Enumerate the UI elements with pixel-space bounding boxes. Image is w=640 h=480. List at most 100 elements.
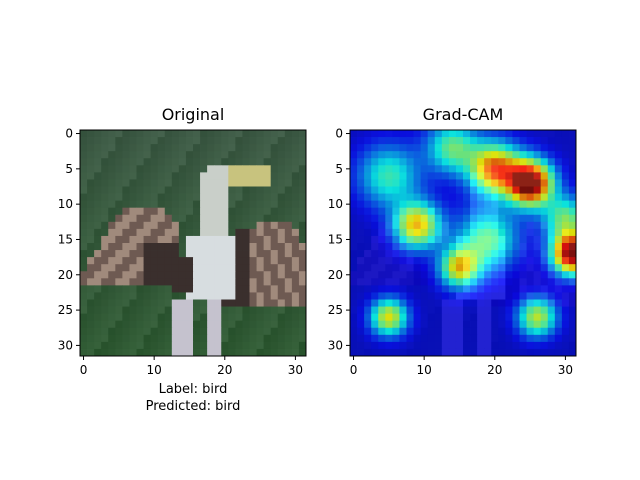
pixel [87,299,95,307]
pixel [150,264,159,272]
pixel [505,172,513,180]
pixel [378,313,386,322]
pixel [561,327,570,336]
pixel [136,151,144,159]
pixel [470,292,478,300]
pixel [122,193,130,202]
pixel [291,228,300,237]
pixel [242,348,250,357]
pixel [193,200,201,209]
pixel [448,327,457,336]
pixel [364,257,372,265]
pixel [484,151,492,159]
pixel [115,137,123,145]
pixel [115,158,123,166]
pixel [207,207,215,216]
pixel [136,221,144,230]
pixel [378,165,386,173]
pixel [533,250,542,258]
pixel [235,186,243,194]
pixel [448,313,457,322]
pixel [291,292,300,300]
pixel [263,348,272,357]
pixel [143,334,152,343]
pixel [463,151,471,159]
pixel [554,144,563,152]
pixel [512,158,520,166]
pixel [413,137,422,145]
pixel [235,228,243,237]
pixel [371,221,379,230]
pixel [284,207,293,216]
pixel [129,243,137,251]
pixel [540,179,549,187]
pixel [554,172,563,180]
pixel [371,214,379,223]
pixel [455,313,464,322]
pixel [87,334,95,343]
pixel [357,320,365,329]
axes-frame [349,129,577,357]
pixel [512,278,520,286]
pixel [221,348,229,357]
pixel [463,207,471,216]
pixel [200,130,208,138]
pixel [484,207,492,216]
pixel [484,257,492,265]
pixel [277,151,286,159]
pixel [533,235,542,244]
pixel [357,243,365,251]
pixel [413,151,422,159]
pixel [547,144,556,152]
pixel [505,271,513,279]
pixel [455,327,464,336]
pixel [350,243,358,251]
pixel [143,137,152,145]
pixel [101,200,109,209]
pixel [427,179,436,187]
pixel [364,313,372,322]
pixel [101,193,109,202]
pixel [157,186,166,194]
pixel [441,348,450,357]
pixel [87,165,95,173]
pixel [533,214,542,223]
image-pixels [80,130,307,357]
pixel [242,158,250,166]
pixel [477,151,485,159]
pixel [164,299,173,307]
pixel [115,235,123,244]
pixel [122,299,130,307]
pixel [164,200,173,209]
pixel [249,250,257,258]
pixel [129,320,137,329]
pixel [277,334,286,343]
pixel [554,341,563,350]
pixel [136,228,144,237]
pixel [256,334,265,343]
pixel [568,327,577,336]
pixel [364,221,372,230]
pixel [115,271,123,279]
pixel [371,341,379,350]
pixel [448,348,457,357]
pixel [235,200,243,209]
pixel [378,271,386,279]
pixel [235,193,243,202]
pixel [80,257,88,265]
pixel [470,193,478,202]
pixel [263,271,272,279]
pixel [185,137,194,145]
pixel [87,130,95,138]
pixel [526,235,535,244]
pixel [441,144,450,152]
pixel [214,158,222,166]
pixel [554,243,563,251]
pixel [420,285,429,293]
pixel [284,172,293,180]
pixel [547,235,556,244]
pixel [533,165,542,173]
pixel [441,193,450,202]
pixel [470,144,478,152]
pixel [406,271,414,279]
